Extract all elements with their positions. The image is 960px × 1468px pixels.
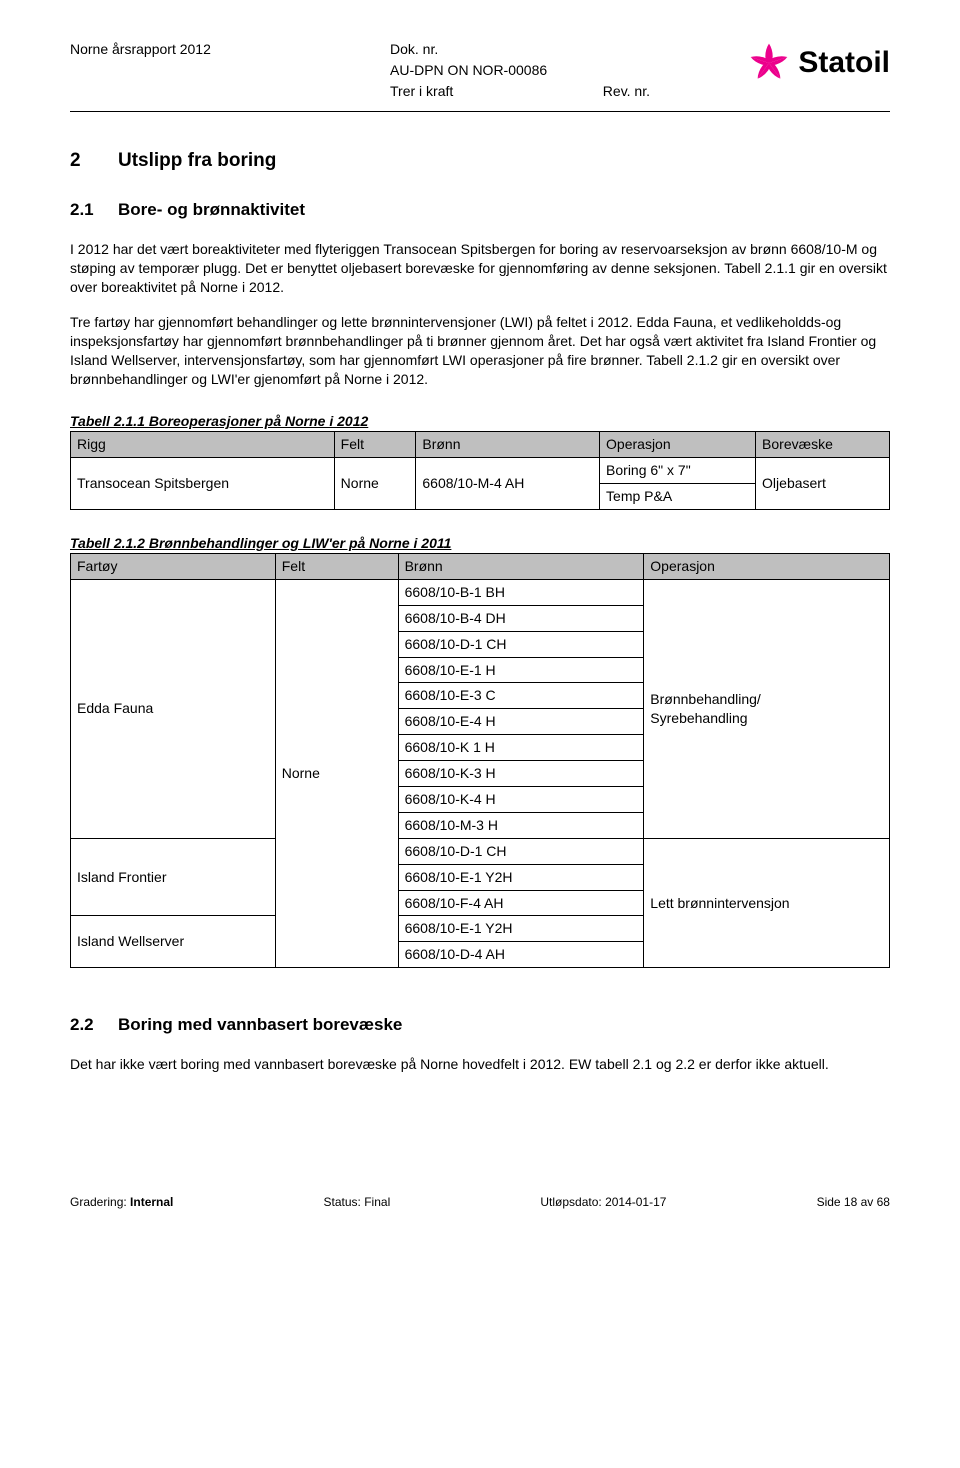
trerikraft-label: Trer i kraft bbox=[390, 82, 453, 101]
table-row: Rigg Felt Brønn Operasjon Borevæske bbox=[71, 432, 890, 458]
footer-status: Status: Final bbox=[324, 1194, 391, 1210]
table-cell: Brønnbehandling/ Syrebehandling bbox=[644, 579, 890, 838]
table-cell: 6608/10-K 1 H bbox=[398, 735, 644, 761]
section-2-1-heading: 2.1Bore- og brønnaktivitet bbox=[70, 199, 890, 222]
table-cell: 6608/10-B-1 BH bbox=[398, 579, 644, 605]
table-cell: 6608/10-E-1 Y2H bbox=[398, 864, 644, 890]
table-212-caption: Tabell 2.1.2 Brønnbehandlinger og LIW'er… bbox=[70, 534, 890, 553]
table-header-cell: Felt bbox=[275, 553, 398, 579]
table-cell: Transocean Spitsbergen bbox=[71, 458, 335, 510]
statoil-logo: Statoil bbox=[746, 40, 890, 86]
utlop-label: Utløpsdato: bbox=[540, 1195, 601, 1209]
section-2-title: Utslipp fra boring bbox=[118, 150, 276, 171]
table-header-cell: Felt bbox=[334, 432, 416, 458]
section-2-1-para-2: Tre fartøy har gjennomført behandlinger … bbox=[70, 313, 890, 389]
statoil-star-icon bbox=[746, 40, 792, 86]
table-cell: Oljebasert bbox=[756, 458, 890, 510]
table-cell: 6608/10-E-1 H bbox=[398, 657, 644, 683]
table-cell: 6608/10-D-1 CH bbox=[398, 631, 644, 657]
table-cell: 6608/10-B-4 DH bbox=[398, 605, 644, 631]
table-cell: Boring 6" x 7" bbox=[600, 458, 756, 484]
table-row: Edda Fauna Norne 6608/10-B-1 BH Brønnbeh… bbox=[71, 579, 890, 605]
table-cell: 6608/10-D-4 AH bbox=[398, 942, 644, 968]
status-value: Final bbox=[364, 1195, 390, 1209]
doknr-value: AU-DPN ON NOR-00086 bbox=[390, 61, 650, 80]
table-211-caption: Tabell 2.1.1 Boreoperasjoner på Norne i … bbox=[70, 412, 890, 431]
footer-utlop: Utløpsdato: 2014-01-17 bbox=[540, 1194, 666, 1210]
table-row: Island Frontier 6608/10-D-1 CH Lett brøn… bbox=[71, 838, 890, 864]
header-report-title: Norne årsrapport 2012 bbox=[70, 40, 350, 61]
page-header: Norne årsrapport 2012 Dok. nr. AU-DPN ON… bbox=[70, 40, 890, 103]
table-cell: 6608/10-E-4 H bbox=[398, 709, 644, 735]
table-header-cell: Operasjon bbox=[600, 432, 756, 458]
table-cell: Norne bbox=[275, 579, 398, 967]
section-2-heading: 2Utslipp fra boring bbox=[70, 148, 890, 174]
section-2-2-heading: 2.2Boring med vannbasert borevæske bbox=[70, 1014, 890, 1037]
statoil-logo-text: Statoil bbox=[798, 43, 890, 84]
grad-label: Gradering: bbox=[70, 1195, 127, 1209]
op1-text: Brønnbehandling/ Syrebehandling bbox=[650, 691, 761, 726]
table-header-cell: Fartøy bbox=[71, 553, 276, 579]
table-211: Rigg Felt Brønn Operasjon Borevæske Tran… bbox=[70, 431, 890, 510]
footer-page: Side 18 av 68 bbox=[817, 1194, 890, 1210]
revnr-label: Rev. nr. bbox=[603, 82, 650, 101]
table-cell: Temp P&A bbox=[600, 484, 756, 510]
footer-gradering: Gradering: Internal bbox=[70, 1194, 173, 1210]
table-cell: Island Frontier bbox=[71, 838, 276, 916]
table-cell: 6608/10-F-4 AH bbox=[398, 890, 644, 916]
status-label: Status: bbox=[324, 1195, 361, 1209]
header-doc-meta: Dok. nr. AU-DPN ON NOR-00086 Trer i kraf… bbox=[390, 40, 650, 103]
table-cell: 6608/10-E-3 C bbox=[398, 683, 644, 709]
section-2-1-number: 2.1 bbox=[70, 199, 118, 222]
table-header-cell: Brønn bbox=[416, 432, 600, 458]
table-cell: 6608/10-K-4 H bbox=[398, 786, 644, 812]
section-2-1-title: Bore- og brønnaktivitet bbox=[118, 200, 305, 219]
header-separator bbox=[70, 111, 890, 112]
section-2-2-title: Boring med vannbasert borevæske bbox=[118, 1015, 402, 1034]
table-header-cell: Brønn bbox=[398, 553, 644, 579]
report-title-text: Norne årsrapport 2012 bbox=[70, 40, 350, 59]
table-row: Fartøy Felt Brønn Operasjon bbox=[71, 553, 890, 579]
utlop-value: 2014-01-17 bbox=[605, 1195, 666, 1209]
table-cell: 6608/10-M-4 AH bbox=[416, 458, 600, 510]
table-header-cell: Operasjon bbox=[644, 553, 890, 579]
table-cell: Edda Fauna bbox=[71, 579, 276, 838]
table-212: Fartøy Felt Brønn Operasjon Edda Fauna N… bbox=[70, 553, 890, 968]
grad-value: Internal bbox=[130, 1195, 173, 1209]
header-logo-area: Statoil bbox=[690, 40, 890, 91]
table-cell: Island Wellserver bbox=[71, 916, 276, 968]
table-header-cell: Borevæske bbox=[756, 432, 890, 458]
table-cell: 6608/10-E-1 Y2H bbox=[398, 916, 644, 942]
page-footer: Gradering: Internal Status: Final Utløps… bbox=[70, 1194, 890, 1210]
section-2-1-para-1: I 2012 har det vært boreaktiviteter med … bbox=[70, 240, 890, 297]
table-cell: 6608/10-M-3 H bbox=[398, 812, 644, 838]
table-cell: 6608/10-K-3 H bbox=[398, 761, 644, 787]
doknr-label: Dok. nr. bbox=[390, 40, 650, 59]
section-2-2-number: 2.2 bbox=[70, 1014, 118, 1037]
section-2-number: 2 bbox=[70, 148, 118, 174]
table-cell: 6608/10-D-1 CH bbox=[398, 838, 644, 864]
table-cell: Norne bbox=[334, 458, 416, 510]
table-header-cell: Rigg bbox=[71, 432, 335, 458]
section-2-2-para-1: Det har ikke vært boring med vannbasert … bbox=[70, 1055, 890, 1074]
table-row: Transocean Spitsbergen Norne 6608/10-M-4… bbox=[71, 458, 890, 484]
table-cell: Lett brønnintervensjon bbox=[644, 838, 890, 967]
